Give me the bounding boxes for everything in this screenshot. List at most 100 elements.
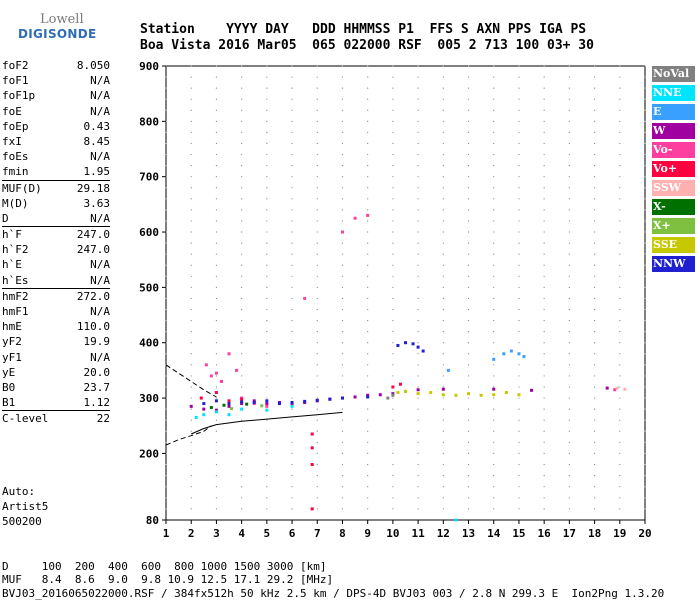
grid-dot — [644, 386, 646, 388]
grid-dot — [215, 165, 218, 167]
point-w — [252, 399, 256, 403]
grid-dot — [367, 231, 369, 233]
grid-dot — [467, 165, 470, 167]
grid-dot — [467, 297, 470, 300]
grid-dot — [316, 319, 318, 322]
grid-dot — [215, 120, 218, 122]
grid-dot — [291, 220, 293, 222]
grid-dot — [316, 231, 318, 233]
param-row: B0 23.7 — [2, 380, 110, 395]
param-label: yE — [2, 365, 16, 379]
grid-dot — [417, 297, 419, 300]
grid-dot — [568, 286, 570, 288]
grid-dot — [316, 165, 318, 167]
grid-dot — [518, 209, 520, 211]
grid-dot — [392, 353, 394, 355]
grid-dot — [316, 187, 318, 189]
point-vo- — [353, 216, 357, 220]
y-tick-label: 500 — [139, 281, 159, 294]
x-tick-label: 11 — [411, 527, 425, 540]
grid-dot — [493, 419, 495, 421]
param-value: 22 — [96, 412, 110, 426]
grid-dot — [291, 264, 293, 266]
grid-dot — [619, 430, 621, 432]
grid-dot — [241, 297, 243, 300]
grid-dot — [316, 275, 318, 277]
grid-dot — [593, 319, 596, 322]
point-noval — [386, 396, 390, 400]
grid-dot — [241, 342, 243, 344]
grid-dot — [341, 463, 344, 466]
grid-dot — [417, 165, 419, 167]
grid-dot — [367, 187, 369, 189]
y-tick-label: 300 — [139, 392, 159, 405]
grid-dot — [493, 475, 495, 477]
grid-dot — [241, 508, 243, 510]
param-label: fxI — [2, 134, 22, 148]
grid-dot — [568, 98, 570, 100]
grid-dot — [442, 319, 444, 322]
grid-dot — [417, 231, 419, 233]
grid-dot — [467, 87, 470, 89]
grid-dot — [367, 165, 369, 167]
legend-item-e: E — [652, 104, 695, 120]
grid-dot — [568, 231, 570, 233]
grid-dot — [619, 209, 621, 211]
grid-dot — [568, 76, 570, 78]
grid-dot — [442, 508, 444, 510]
grid-dot — [266, 497, 268, 499]
grid-dot — [442, 242, 444, 244]
grid-dot — [619, 441, 621, 443]
grid-dot — [291, 131, 293, 134]
grid-dot — [266, 386, 268, 388]
grid-dot — [442, 452, 444, 454]
grid-dot — [518, 220, 520, 222]
grid-dot — [266, 98, 268, 100]
grid-dot — [518, 486, 520, 488]
param-value: 247.0 — [76, 243, 110, 257]
grid-dot — [266, 353, 268, 355]
grid-dot — [518, 408, 520, 410]
grid-dot — [316, 76, 318, 78]
grid-dot — [417, 475, 419, 477]
grid-dot — [442, 98, 444, 100]
grid-dot — [341, 419, 344, 421]
grid-dot — [518, 463, 520, 466]
grid-dot — [442, 430, 444, 432]
grid-dot — [392, 131, 394, 134]
grid-dot — [341, 408, 344, 410]
grid-dot — [493, 65, 495, 67]
grid-dot — [266, 65, 268, 67]
grid-dot — [417, 397, 419, 399]
param-label: C-level — [2, 412, 49, 426]
grid-dot — [165, 430, 167, 432]
grid-dot — [367, 408, 369, 410]
param-row: h`F2 247.0 — [2, 242, 110, 257]
param-label: foF1p — [2, 89, 36, 103]
grid-dot — [241, 253, 243, 255]
grid-dot — [266, 142, 268, 145]
grid-dot — [619, 331, 621, 333]
legend-item-ssw: SSW — [652, 180, 695, 196]
x-tick-label: 19 — [613, 527, 626, 540]
y-tick-label: 600 — [139, 226, 159, 239]
x-tick-label: 13 — [462, 527, 475, 540]
y-tick-label: 900 — [139, 60, 159, 73]
grid-dot — [568, 397, 570, 399]
grid-dot — [467, 419, 470, 421]
grid-dot — [619, 508, 621, 510]
grid-dot — [266, 308, 268, 311]
point-w — [441, 387, 445, 391]
param-group-divider — [2, 226, 110, 228]
grid-dot — [190, 508, 192, 510]
grid-dot — [190, 187, 192, 189]
grid-dot — [493, 497, 495, 499]
param-label: B0 — [2, 380, 16, 394]
point-w — [530, 388, 534, 392]
grid-dot — [619, 408, 621, 410]
grid-dot — [568, 419, 570, 421]
point-w — [378, 393, 382, 397]
grid-dot — [467, 441, 470, 443]
point-nne — [265, 408, 269, 412]
grid-dot — [518, 87, 520, 89]
